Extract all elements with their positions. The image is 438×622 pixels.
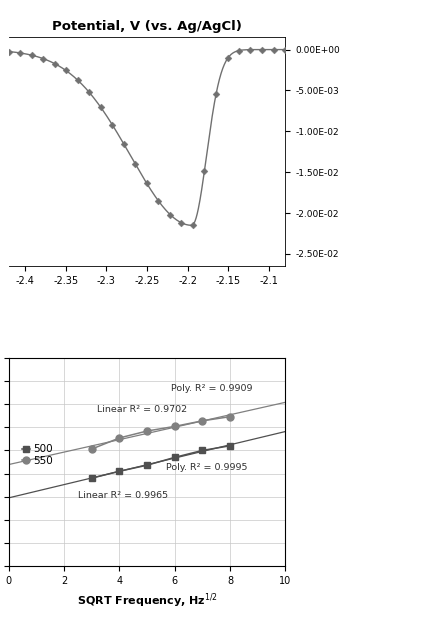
- 500: [144, 462, 149, 469]
- 550: [144, 427, 149, 435]
- X-axis label: SQRT Frequency, Hz$^{1/2}$: SQRT Frequency, Hz$^{1/2}$: [77, 592, 217, 610]
- 500: [89, 475, 94, 482]
- Text: Linear R² = 0.9702: Linear R² = 0.9702: [97, 405, 187, 414]
- 500: [199, 447, 205, 454]
- Text: Linear R² = 0.9965: Linear R² = 0.9965: [78, 491, 168, 499]
- Line: 500: 500: [88, 442, 233, 481]
- Text: Poly. R² = 0.9909: Poly. R² = 0.9909: [170, 384, 251, 393]
- Line: 550: 550: [88, 413, 233, 453]
- 550: [172, 423, 177, 430]
- 500: [172, 453, 177, 461]
- Legend: 500, 550: 500, 550: [19, 442, 55, 468]
- 500: [227, 442, 232, 450]
- Title: Potential, V (vs. Ag/AgCl): Potential, V (vs. Ag/AgCl): [52, 21, 241, 34]
- 550: [117, 434, 122, 442]
- 500: [117, 468, 122, 475]
- 550: [89, 445, 94, 453]
- Text: Poly. R² = 0.9995: Poly. R² = 0.9995: [166, 463, 247, 472]
- 550: [199, 417, 205, 425]
- 550: [227, 413, 232, 420]
